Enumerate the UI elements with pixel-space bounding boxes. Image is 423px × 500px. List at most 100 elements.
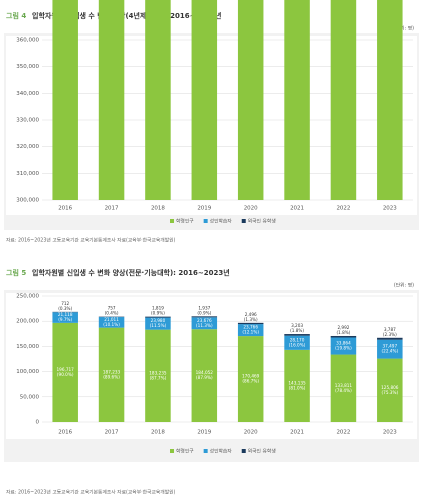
legend-swatch <box>170 219 174 223</box>
bar-segment <box>98 327 125 422</box>
legend-label: 성인학습자 <box>210 218 233 225</box>
data-label: (87.7%) <box>150 375 167 380</box>
data-label: 184,052 <box>196 370 214 375</box>
data-label: (16.0%) <box>289 342 306 347</box>
bar-segment <box>145 316 171 318</box>
y-tick-label: 250,000 <box>16 294 39 300</box>
chart-title: 입학자원별 신입생 수 변화 양상(4년제 대학): 2016~2023년 <box>32 11 221 20</box>
y-tick-label: 100,000 <box>16 369 39 375</box>
data-label: 133,811 <box>335 383 353 388</box>
bar-segment <box>237 324 264 337</box>
data-label: (81.0%) <box>289 385 306 390</box>
data-label: 21,011 <box>104 317 119 322</box>
y-tick-label: 50,000 <box>20 394 40 400</box>
bar-segment <box>330 0 357 200</box>
data-label: (11.3%) <box>196 323 213 328</box>
x-tick-label: 2016 <box>58 430 72 436</box>
x-tick-label: 2023 <box>383 206 397 212</box>
bar-segment <box>284 349 310 422</box>
data-label: (86.7%) <box>242 379 259 384</box>
data-label: (78.4%) <box>335 388 352 393</box>
y-tick-label: 300,000 <box>16 198 39 204</box>
data-label: 187,233 <box>103 369 121 374</box>
bar-segment <box>145 329 171 422</box>
data-label: 3,203 <box>291 323 303 328</box>
bar-segment <box>145 0 171 200</box>
bar-segment <box>98 317 125 328</box>
x-tick-label: 2023 <box>383 430 397 436</box>
data-label: 125,806 <box>381 385 399 390</box>
bar-segment <box>377 0 403 200</box>
bar-segment <box>52 322 78 422</box>
bar-segment <box>377 339 403 359</box>
data-label: (1.8%) <box>290 328 304 333</box>
figure-label: 그림 5 <box>6 268 26 277</box>
data-label: (11.5%) <box>150 323 167 328</box>
data-label: 23,766 <box>243 325 258 330</box>
data-label: 33,864 <box>336 341 351 346</box>
data-label: (0.9%) <box>151 311 165 316</box>
data-label: 1,937 <box>198 305 210 310</box>
bar-segment <box>52 312 78 323</box>
legend-swatch <box>241 219 246 223</box>
data-label: 37,497 <box>382 344 397 349</box>
data-label: 712 <box>61 301 69 306</box>
y-tick-label: 350,000 <box>16 64 39 70</box>
bar-segment <box>284 0 310 200</box>
bar-segment <box>191 317 218 330</box>
bar-segment <box>330 335 357 338</box>
data-label: 1,819 <box>152 306 164 311</box>
y-tick-label: 330,000 <box>16 118 39 124</box>
data-label: (9.7%) <box>58 317 72 322</box>
x-tick-label: 2018 <box>151 206 165 212</box>
bar-segment <box>330 337 357 355</box>
data-label: 21,118 <box>58 312 73 317</box>
data-label: (90.0%) <box>57 372 74 377</box>
data-label: 23,980 <box>151 318 166 323</box>
data-label: 23,676 <box>197 318 212 323</box>
data-label: (75.3%) <box>382 390 399 395</box>
bar-segment <box>284 334 310 336</box>
x-tick-label: 2017 <box>105 430 119 436</box>
x-tick-label: 2017 <box>105 206 119 212</box>
data-label: (0.4%) <box>105 311 119 316</box>
bar-segment <box>237 336 264 422</box>
legend-label: 외국인 유학생 <box>248 218 276 225</box>
y-tick-label: 0 <box>36 420 40 426</box>
bar-segment <box>191 0 218 200</box>
bar-segment <box>52 0 78 200</box>
data-label: 2,496 <box>245 312 257 317</box>
x-tick-label: 2019 <box>197 206 211 212</box>
unit-label: (단위: 명) <box>394 25 414 32</box>
unit-label: (단위: 명) <box>394 282 414 289</box>
data-label: (10.1%) <box>103 322 120 327</box>
data-label: 196,717 <box>57 367 75 372</box>
legend-label: 학령인구 <box>176 448 194 455</box>
x-tick-label: 2018 <box>151 430 165 436</box>
legend-label: 학령인구 <box>176 218 194 225</box>
data-label: (1.3%) <box>244 317 258 322</box>
figure-label: 그림 4 <box>6 11 26 20</box>
data-label: 170,469 <box>242 374 260 379</box>
data-label: (0.9%) <box>197 310 211 315</box>
data-label: (22.4%) <box>382 349 399 354</box>
data-label: 143,135 <box>288 380 306 385</box>
legend-swatch <box>203 449 208 453</box>
data-label: 2,992 <box>337 325 349 330</box>
x-tick-label: 2022 <box>336 206 350 212</box>
legend-label: 성인학습자 <box>210 448 233 455</box>
y-tick-label: 310,000 <box>16 171 39 177</box>
x-tick-label: 2019 <box>197 430 211 436</box>
y-tick-label: 360,000 <box>16 38 39 44</box>
source-note: 자료: 2016~2023년 고등교육기관 교육기본통계조사 자료(교육부·한국… <box>6 489 176 496</box>
data-label: (19.8%) <box>335 346 352 351</box>
bar-segment <box>330 354 357 422</box>
y-tick-label: 320,000 <box>16 144 39 150</box>
data-label: (87.9%) <box>196 375 213 380</box>
legend-swatch <box>170 449 174 453</box>
data-label: 757 <box>108 306 116 311</box>
x-tick-label: 2020 <box>244 206 258 212</box>
legend-swatch <box>241 449 246 453</box>
